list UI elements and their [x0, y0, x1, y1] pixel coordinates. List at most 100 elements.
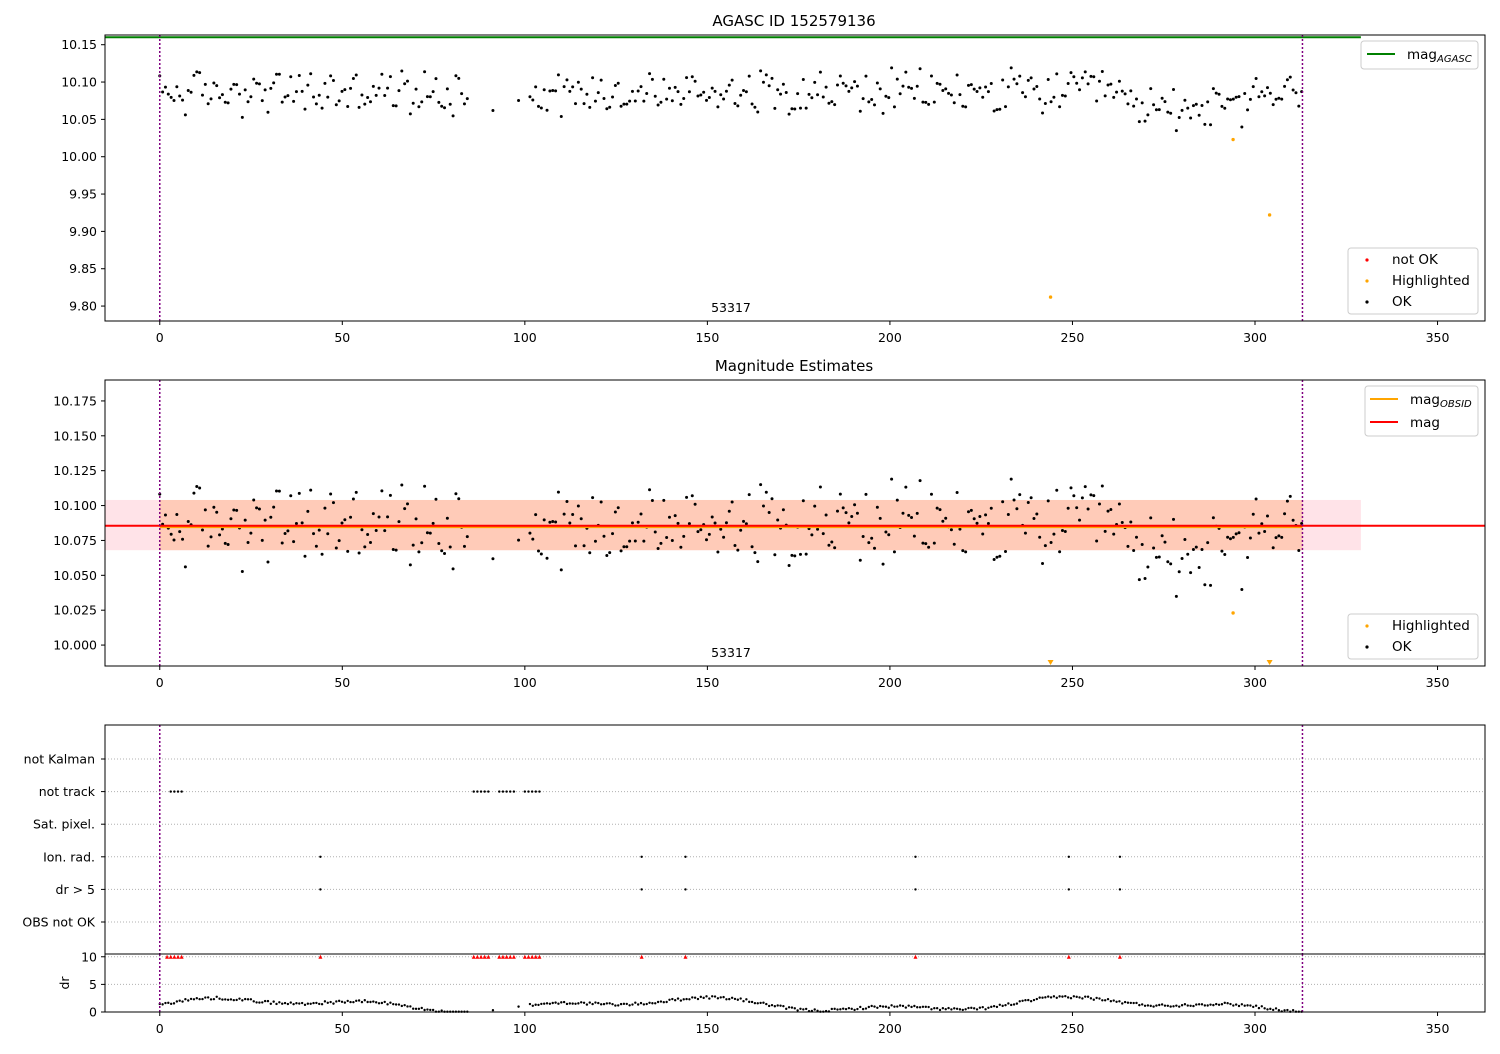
- dr-point: [930, 1008, 933, 1011]
- dr-point: [582, 1001, 586, 1004]
- ok-point: [1291, 518, 1295, 522]
- legend-quality: not OK Highlighted OK: [1347, 247, 1479, 315]
- dr-point: [1061, 995, 1064, 998]
- ok-point: [1043, 544, 1047, 548]
- ok-point: [730, 78, 734, 82]
- mag-ytick-label: 10.025: [53, 603, 97, 618]
- ok-point: [1285, 78, 1289, 82]
- dr-point: [534, 1003, 537, 1006]
- dr-clipped-marker: [683, 954, 688, 959]
- ok-point: [924, 542, 928, 546]
- ok-point: [1132, 104, 1136, 108]
- ok-point: [1254, 77, 1258, 81]
- dr-point: [898, 1004, 902, 1007]
- ok-point: [873, 546, 877, 550]
- ok-point: [266, 110, 270, 114]
- ok-point: [855, 511, 859, 515]
- ok-point: [368, 100, 372, 104]
- ok-point: [1021, 91, 1025, 95]
- ok-point: [528, 95, 532, 99]
- dr-point: [879, 1004, 882, 1008]
- panel-magnitude: Magnitude Estimates 53317 0 50 100 150 200 25…: [53, 357, 1486, 690]
- panel-magnitude-annotation: 53317: [711, 645, 751, 660]
- dr-point: [221, 998, 224, 1001]
- ok-point: [220, 93, 224, 97]
- dr-point: [699, 995, 703, 999]
- dr-point: [528, 1002, 532, 1006]
- ok-point: [1055, 488, 1059, 492]
- dr-point: [224, 998, 227, 1001]
- dr-point: [1180, 1004, 1184, 1007]
- dr-point: [249, 998, 253, 1001]
- ok-point: [1029, 76, 1033, 80]
- ok-point: [875, 505, 879, 509]
- dr-point: [491, 1008, 495, 1012]
- ok-point: [639, 512, 643, 516]
- ok-point: [309, 72, 313, 76]
- legend-agasc: magAGASC: [1360, 40, 1479, 70]
- ok-point: [881, 111, 885, 115]
- ok-point: [388, 493, 392, 497]
- ok-point: [884, 530, 888, 534]
- ok-point: [411, 543, 415, 547]
- ok-point: [1120, 520, 1124, 524]
- ok-point: [591, 76, 595, 80]
- ok-point: [223, 541, 227, 545]
- dr-point: [1283, 1009, 1286, 1012]
- dr-point: [272, 1000, 275, 1003]
- dr-point: [232, 998, 235, 1002]
- ok-point: [1228, 537, 1232, 541]
- dr-point: [565, 1002, 569, 1006]
- mag-xtick-label: 50: [334, 675, 350, 690]
- ok-point: [539, 106, 543, 110]
- dr-point: [1149, 1004, 1152, 1008]
- ok-point: [172, 98, 176, 102]
- agasc-ytick-label: 9.95: [69, 187, 97, 202]
- ok-point: [1015, 507, 1019, 511]
- ok-point: [927, 545, 931, 549]
- ok-point: [1089, 74, 1093, 78]
- ok-point: [887, 96, 891, 100]
- flag-point: [684, 855, 687, 858]
- ok-point: [696, 530, 700, 534]
- ok-point: [559, 114, 563, 118]
- flag-point: [530, 790, 534, 793]
- ok-point: [1240, 125, 1244, 129]
- ok-point: [915, 511, 919, 515]
- ok-point: [1169, 562, 1173, 566]
- dr-point: [1166, 1004, 1170, 1007]
- dr-point: [662, 1001, 665, 1004]
- dr-point: [793, 1007, 796, 1010]
- ok-point: [966, 510, 970, 514]
- ok-point: [548, 520, 552, 524]
- dr-point: [859, 1005, 862, 1009]
- ok-point: [534, 85, 538, 89]
- flag-label: dr > 5: [56, 882, 95, 897]
- ok-point: [981, 95, 985, 99]
- ok-point: [434, 497, 438, 501]
- ok-point: [551, 519, 555, 523]
- dr-point: [392, 1002, 395, 1006]
- panel-magnitude-frame: [104, 379, 1486, 667]
- ok-point: [841, 81, 845, 85]
- ok-point: [736, 548, 740, 552]
- ok-point: [186, 519, 190, 523]
- ok-point: [642, 99, 646, 103]
- ok-point: [1112, 95, 1116, 99]
- ok-point: [1152, 546, 1156, 550]
- ok-point: [613, 510, 617, 514]
- ok-point: [340, 521, 344, 525]
- dr-point: [702, 996, 705, 1000]
- flag-point: [476, 790, 479, 793]
- ok-point: [989, 506, 993, 510]
- flag-point: [914, 888, 917, 891]
- ok-point: [363, 545, 367, 549]
- ok-point: [1092, 494, 1096, 498]
- ok-point: [912, 534, 916, 538]
- flag-point: [914, 855, 917, 858]
- ok-point: [753, 551, 757, 555]
- flag-point: [176, 790, 180, 793]
- mag-ytick-label: 10.100: [53, 498, 97, 513]
- ok-point: [827, 101, 831, 105]
- dr-point: [394, 1003, 398, 1006]
